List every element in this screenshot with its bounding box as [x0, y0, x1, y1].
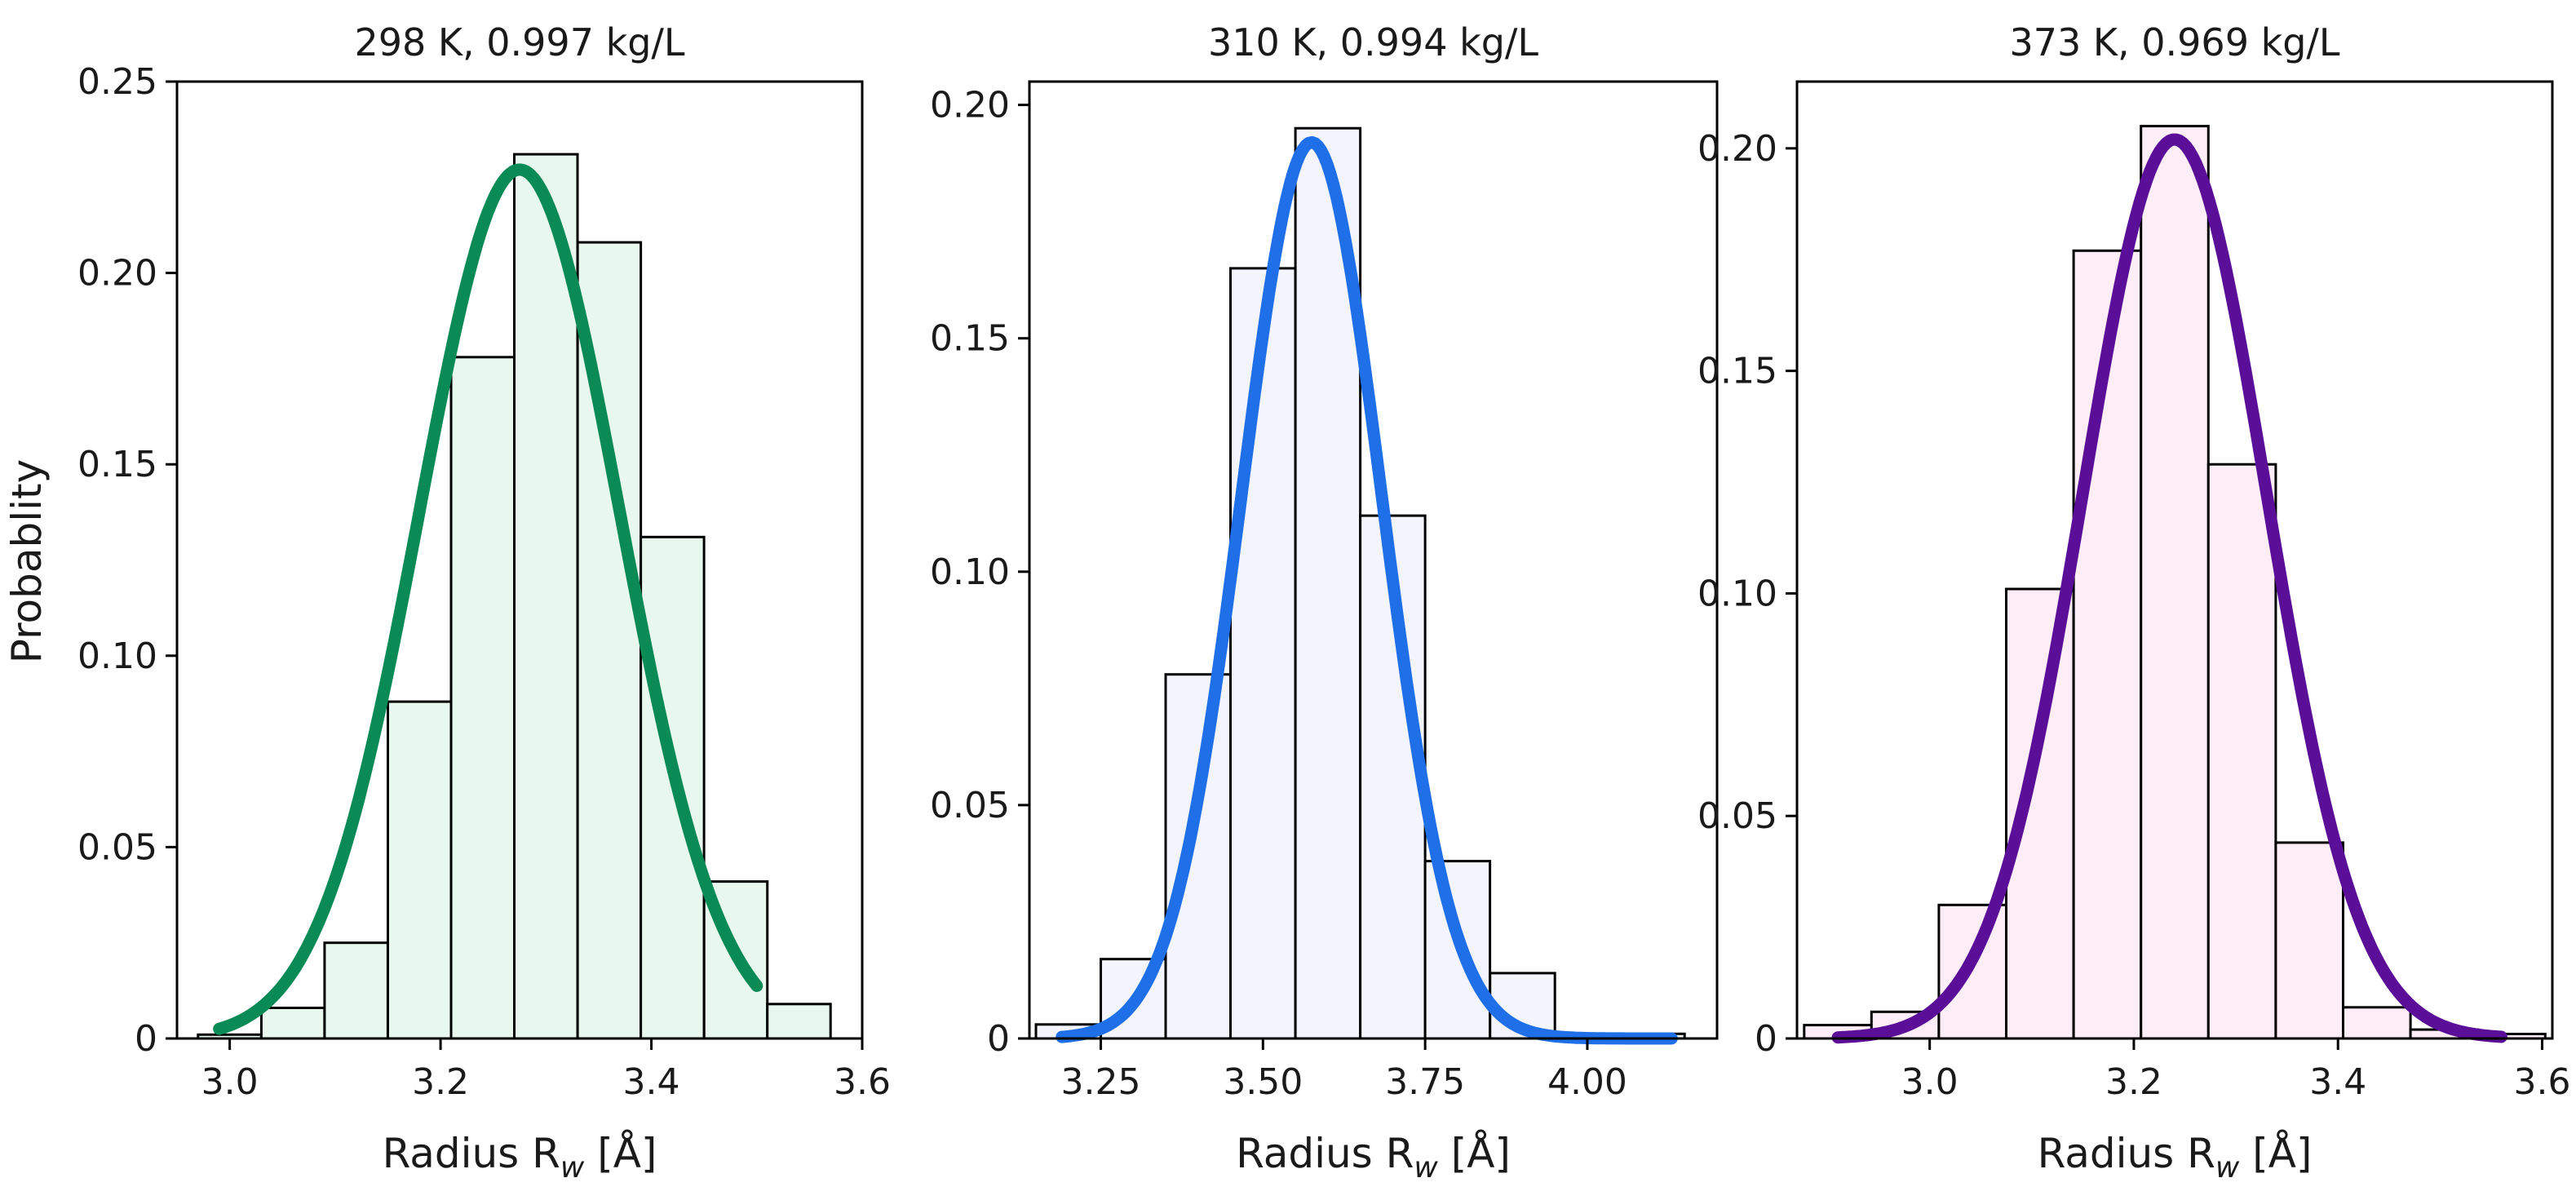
x-tick-label: 4.00 — [1547, 1061, 1627, 1103]
histogram-bar — [259, 1007, 326, 1040]
panel-title: 298 K, 0.997 kg/L — [354, 20, 684, 64]
y-tick-label: 0.25 — [77, 61, 157, 103]
y-tick-label: 0 — [987, 1018, 1010, 1060]
x-tick-label: 3.2 — [412, 1061, 469, 1103]
x-tick-label: 3.75 — [1385, 1061, 1465, 1103]
histogram-bar — [766, 1003, 832, 1040]
histogram-bar — [1423, 860, 1492, 1040]
histogram-bar — [2342, 1006, 2412, 1040]
y-tick-label: 0.10 — [930, 551, 1010, 593]
x-tick-label: 3.0 — [1901, 1061, 1959, 1103]
x-axis-label: Radius Rw [Å] — [383, 1130, 657, 1185]
x-tick-label: 3.2 — [2105, 1061, 2162, 1103]
histogram-bar — [2140, 125, 2210, 1040]
y-tick-label: 0.05 — [1697, 795, 1777, 837]
y-tick-label: 0.15 — [1697, 351, 1777, 392]
y-tick-label: 0.15 — [77, 444, 157, 485]
panel-title: 373 K, 0.969 kg/L — [2009, 20, 2339, 64]
y-tick-label: 0.10 — [77, 635, 157, 677]
y-tick-label: 0 — [135, 1018, 157, 1060]
axes-frame — [1028, 80, 1719, 1040]
x-tick-label: 3.6 — [2513, 1061, 2570, 1103]
x-tick-label: 3.6 — [834, 1061, 891, 1103]
panel-title: 310 K, 0.994 kg/L — [1208, 20, 1538, 64]
axes-frame — [1795, 80, 2554, 1040]
x-axis-label: Radius Rw [Å] — [1236, 1130, 1511, 1185]
panel-298k: 3.0 3.2 3.4 3.6 0 0.05 0.10 0.15 0.20 0.25 298 K, … — [77, 20, 891, 1185]
histogram-bar — [1937, 903, 2007, 1040]
gaussian-fit-line — [1831, 133, 2507, 1044]
y-axis-label: Probablity — [3, 459, 51, 663]
y-tick-label: 0.20 — [930, 85, 1010, 126]
x-tick-label: 3.25 — [1060, 1061, 1140, 1103]
x-axis-label: Radius Rw [Å] — [2038, 1130, 2313, 1185]
panel-373k: 3.0 3.2 3.4 3.6 0 0.05 0.10 0.15 0.20 373 K, 0.96… — [1697, 20, 2570, 1185]
histogram-bar — [323, 941, 389, 1040]
y-tick-label: 0.15 — [930, 318, 1010, 360]
gaussian-fit-line — [213, 163, 764, 1035]
histogram-bar — [1164, 673, 1232, 1040]
histogram-bar — [449, 356, 516, 1040]
x-tick-label: 3.0 — [201, 1061, 259, 1103]
y-tick-label: 0.20 — [1697, 128, 1777, 170]
histogram-bar — [1359, 514, 1427, 1040]
y-tick-label: 0 — [1755, 1018, 1777, 1060]
y-tick-label: 0.20 — [77, 253, 157, 294]
x-tick-label: 3.4 — [623, 1061, 680, 1103]
y-tick-label: 0.05 — [930, 785, 1010, 826]
histogram-bar — [387, 700, 453, 1040]
panel-310k: 3.25 3.50 3.75 4.00 0 0.05 0.10 0.15 0.20 310 K, … — [930, 20, 1719, 1185]
axes-frame — [175, 80, 864, 1040]
histogram-bar — [2206, 463, 2277, 1040]
histogram-bar — [1229, 267, 1297, 1040]
x-tick-label: 3.50 — [1223, 1061, 1303, 1103]
y-tick-label: 0.05 — [77, 826, 157, 868]
histogram-bar — [2274, 841, 2344, 1040]
x-tick-label: 3.4 — [2309, 1061, 2366, 1103]
y-tick-label: 0.10 — [1697, 573, 1777, 614]
